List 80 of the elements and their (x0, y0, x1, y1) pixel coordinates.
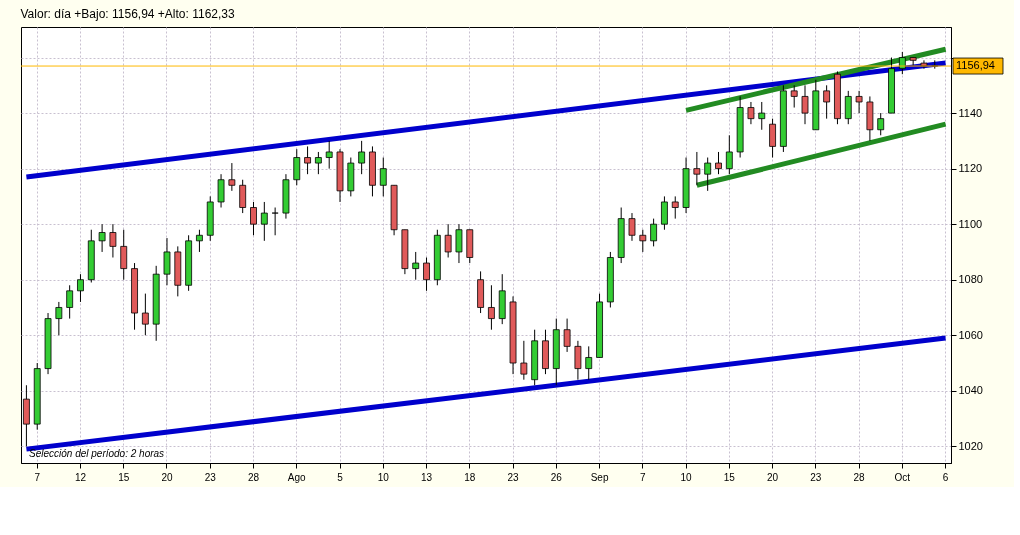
x-tick-label: 18 (464, 471, 476, 483)
candlestick (671, 195, 679, 220)
candlestick (77, 273, 84, 303)
y-tick-label: 1060 (958, 328, 983, 341)
x-tick-label: 15 (723, 471, 736, 483)
candlestick (725, 134, 733, 175)
candlestick (66, 284, 74, 320)
candlestick (271, 207, 279, 236)
candlestick (758, 101, 766, 131)
x-tick-label: 13 (420, 471, 433, 483)
candlestick (120, 229, 128, 281)
x-tick-label: 23 (810, 471, 822, 483)
x-tick-label: 23 (507, 471, 520, 483)
x-tick-label: 28 (247, 471, 260, 483)
candlestick (661, 195, 668, 231)
x-tick-label: 20 (767, 471, 779, 483)
candlestick (228, 162, 236, 192)
candlestick (628, 212, 636, 242)
x-tick-label: 7 (34, 471, 41, 483)
annotation: Selección del período: 2 horas (29, 448, 165, 459)
candlestick (260, 201, 268, 242)
y-tick-label: 1100 (958, 217, 983, 230)
candlestick (98, 223, 106, 253)
candlestick (693, 151, 701, 186)
candlestick (801, 84, 809, 125)
x-tick-label: Oct (894, 471, 911, 483)
x-tick-label: 15 (118, 471, 130, 483)
chart-title: Valor: día +Bajo: 1156,94 +Alto: 1162,33 (20, 7, 235, 21)
x-tick-label: 7 (640, 471, 647, 483)
candlestick (488, 284, 495, 331)
y-tick-label: 1040 (958, 384, 983, 397)
candlestick (790, 84, 798, 109)
candlestick (639, 229, 647, 253)
candlestick (823, 84, 831, 120)
candlestick (444, 223, 452, 258)
candlestick (650, 218, 658, 247)
candlestick (715, 151, 722, 175)
y-tick-label: 1080 (958, 273, 983, 286)
x-tick-label: 20 (161, 471, 173, 483)
candlestick (844, 90, 852, 125)
candlestick (314, 151, 322, 175)
candlestick (574, 340, 582, 381)
candlestick (196, 229, 203, 253)
candlestick (877, 112, 885, 136)
candlestick (412, 251, 420, 281)
candlestick (250, 201, 257, 236)
x-tick-label: 26 (550, 471, 563, 483)
candlestick (109, 223, 117, 258)
candlestick (585, 345, 593, 381)
candlestick (855, 90, 863, 114)
x-tick-label: 10 (680, 471, 693, 483)
candlestick (141, 293, 149, 336)
y-tick-label: 1140 (958, 106, 983, 119)
candlestick (239, 179, 247, 214)
candlestick (325, 140, 333, 170)
candlestick (358, 140, 366, 175)
y-tick-label: 1120 (958, 162, 983, 175)
candlestick (563, 318, 571, 353)
candlestick (704, 157, 712, 192)
candlestick (304, 145, 311, 175)
ref-line-label: 1156,94 (956, 59, 995, 72)
candlestick (747, 101, 755, 125)
x-tick-label: 10 (377, 471, 390, 483)
x-tick-label: 12 (74, 471, 87, 483)
candlestick (455, 223, 463, 264)
candlestick (769, 118, 776, 159)
x-tick-label: 5 (337, 471, 344, 483)
candlestick (217, 173, 225, 209)
candlestick (55, 301, 63, 336)
x-tick-label: Ago (287, 471, 307, 483)
candlestick (520, 340, 528, 381)
candlestick (293, 148, 301, 186)
x-tick-label: Sep (590, 471, 609, 483)
x-tick-label: 28 (853, 471, 866, 483)
x-tick-label: 6 (942, 471, 949, 483)
candlestick (163, 237, 171, 286)
candlestick (379, 157, 387, 197)
y-tick-label: 1020 (958, 439, 983, 452)
candlestick (423, 257, 430, 292)
x-tick-label: 23 (204, 471, 217, 483)
